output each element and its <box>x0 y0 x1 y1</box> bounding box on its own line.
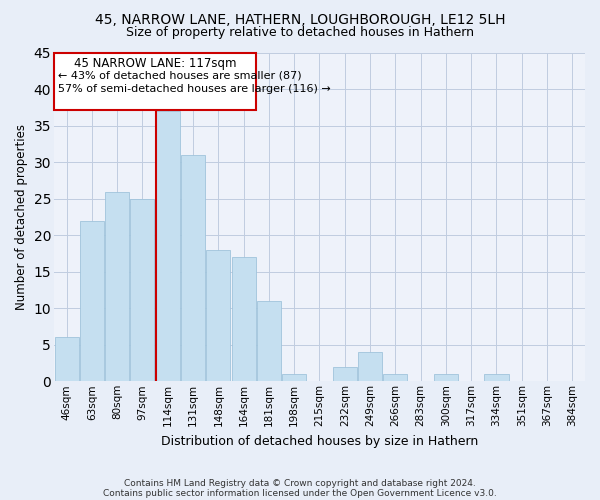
Text: Size of property relative to detached houses in Hathern: Size of property relative to detached ho… <box>126 26 474 39</box>
Bar <box>333 366 357 382</box>
Text: Contains HM Land Registry data © Crown copyright and database right 2024.: Contains HM Land Registry data © Crown c… <box>124 478 476 488</box>
X-axis label: Distribution of detached houses by size in Hathern: Distribution of detached houses by size … <box>161 434 478 448</box>
Text: 45 NARROW LANE: 117sqm: 45 NARROW LANE: 117sqm <box>74 58 236 70</box>
Bar <box>206 250 230 382</box>
Bar <box>55 338 79 382</box>
Bar <box>181 155 205 382</box>
Bar <box>383 374 407 382</box>
FancyBboxPatch shape <box>55 53 256 110</box>
Text: 57% of semi-detached houses are larger (116) →: 57% of semi-detached houses are larger (… <box>58 84 331 94</box>
Bar <box>156 112 180 382</box>
Bar <box>105 192 129 382</box>
Text: ← 43% of detached houses are smaller (87): ← 43% of detached houses are smaller (87… <box>58 70 302 81</box>
Y-axis label: Number of detached properties: Number of detached properties <box>15 124 28 310</box>
Text: 45, NARROW LANE, HATHERN, LOUGHBOROUGH, LE12 5LH: 45, NARROW LANE, HATHERN, LOUGHBOROUGH, … <box>95 12 505 26</box>
Bar <box>80 221 104 382</box>
Bar <box>434 374 458 382</box>
Bar <box>232 258 256 382</box>
Bar <box>282 374 306 382</box>
Bar <box>358 352 382 382</box>
Bar <box>484 374 509 382</box>
Bar <box>130 199 154 382</box>
Bar <box>257 301 281 382</box>
Text: Contains public sector information licensed under the Open Government Licence v3: Contains public sector information licen… <box>103 488 497 498</box>
